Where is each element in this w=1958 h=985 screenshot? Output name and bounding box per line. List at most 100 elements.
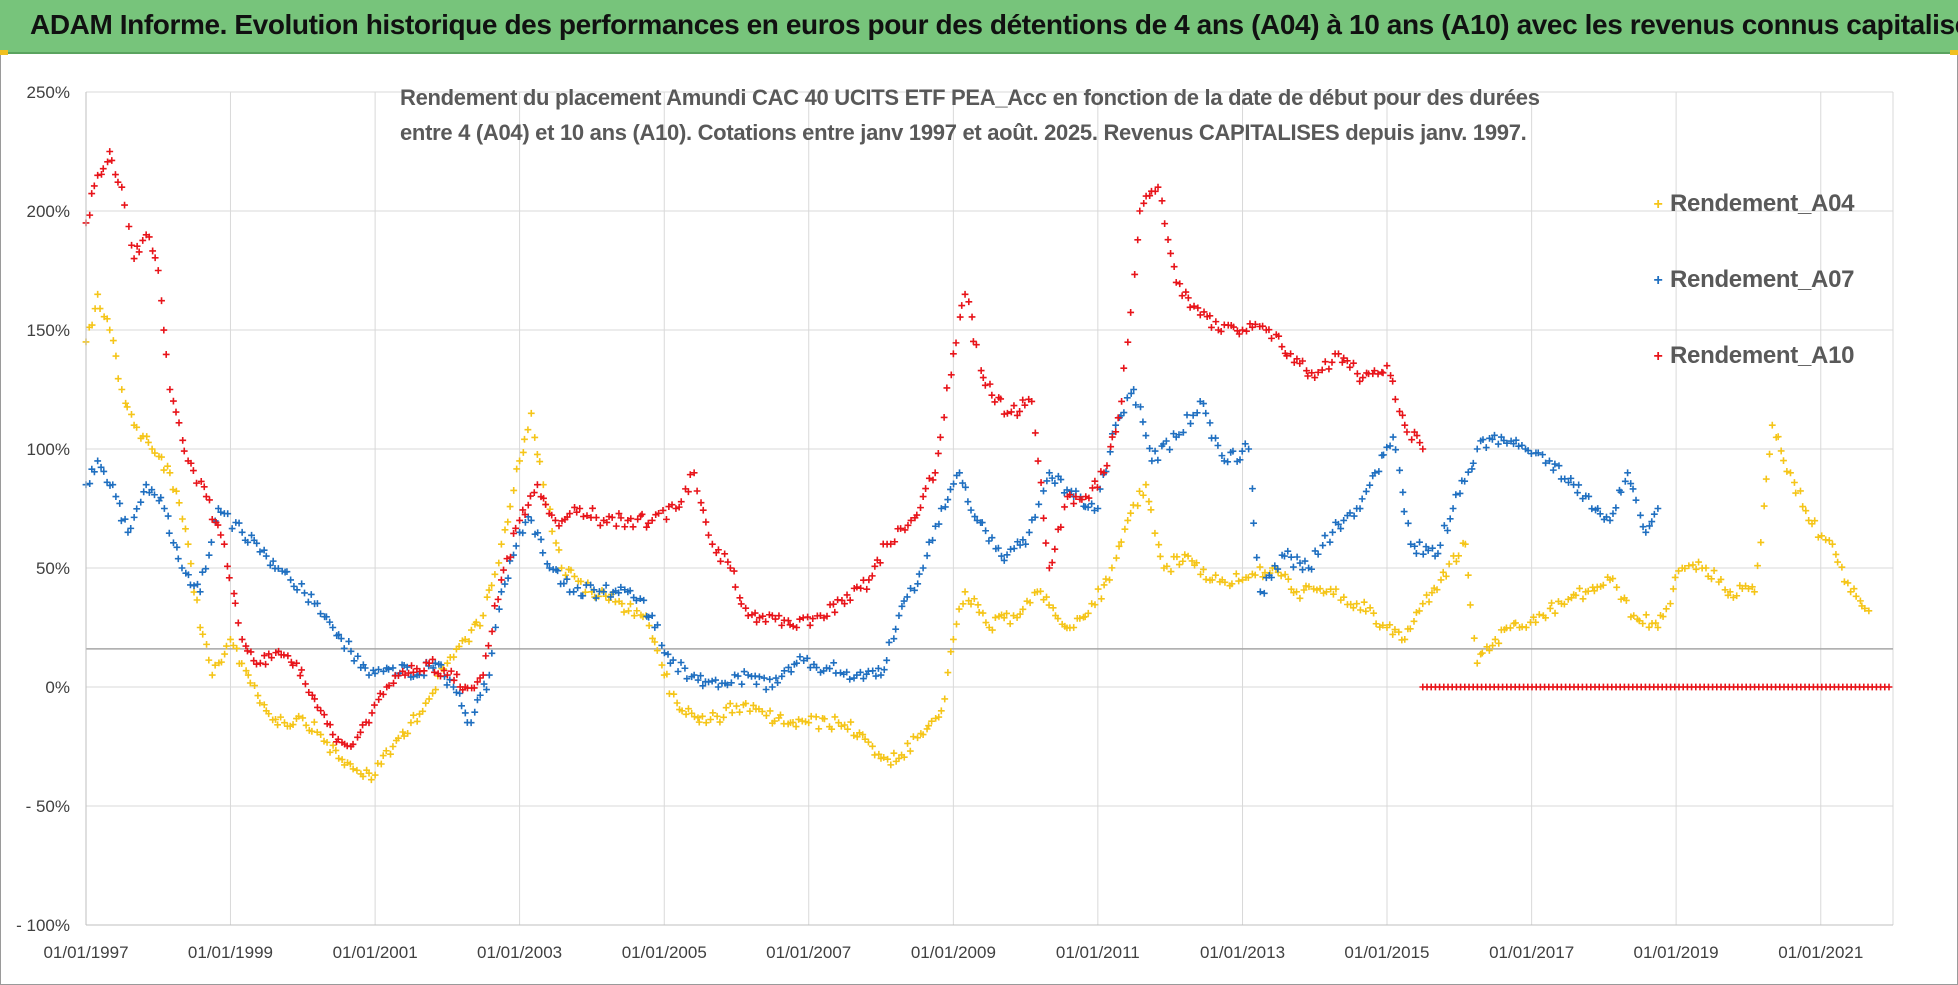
data-point: [1787, 469, 1794, 477]
data-point-fill: [1488, 435, 1496, 443]
legend-label: Rendement_A07: [1670, 266, 1855, 293]
data-point-fill: [238, 660, 246, 667]
chart-title-line-1: Rendement du placement Amundi CAC 40 UCI…: [400, 85, 1540, 110]
data-point-fill: [162, 351, 170, 358]
data-point-fill: [967, 506, 975, 514]
data-point-fill: [1167, 250, 1174, 257]
data-point-fill: [883, 656, 891, 664]
data-point-fill: [812, 713, 820, 721]
data-point-fill: [1609, 510, 1617, 517]
data-point-fill: [772, 674, 780, 682]
data-point-fill: [917, 504, 924, 512]
data-point: [196, 588, 204, 596]
data-point-fill: [1561, 475, 1569, 483]
data-point-fill: [935, 713, 943, 721]
data-point-fill: [326, 721, 334, 729]
data-point-fill: [934, 450, 942, 457]
corner-mark-right: [1950, 50, 1958, 55]
data-point: [1022, 540, 1030, 548]
data-point-fill: [1560, 600, 1568, 608]
data-point-fill: [1818, 532, 1826, 540]
data-point: [479, 671, 487, 679]
data-point-fill: [846, 675, 854, 683]
data-point-fill: [860, 675, 867, 682]
data-point-fill: [1366, 481, 1374, 489]
data-point-fill: [978, 519, 986, 526]
data-point: [148, 445, 156, 453]
data-point: [558, 564, 565, 572]
data-point-fill: [771, 717, 778, 725]
data-point-fill: [988, 391, 996, 399]
data-point: [1118, 398, 1125, 405]
data-point: [1865, 607, 1873, 615]
data-point-fill: [1290, 563, 1297, 571]
data-point-fill: [555, 522, 563, 530]
data-point-fill: [900, 597, 908, 605]
data-point-fill: [1330, 590, 1337, 598]
data-point-fill: [1037, 587, 1044, 595]
data-point-fill: [1325, 365, 1333, 373]
data-point-fill: [699, 506, 707, 514]
data-point-fill: [919, 493, 927, 500]
data-point-fill: [1300, 586, 1308, 594]
data-point-fill: [1196, 311, 1204, 319]
data-point-fill: [1692, 565, 1700, 573]
data-point-fill: [1534, 449, 1542, 457]
data-point-fill: [712, 676, 720, 684]
data-point-fill: [1186, 303, 1194, 311]
data-point-fill: [1301, 557, 1309, 565]
data-point-fill: [1834, 558, 1842, 566]
data-point-fill: [242, 667, 250, 675]
data-point-fill: [758, 708, 766, 715]
data-point-fill: [929, 476, 937, 484]
x-tick-label: 01/01/2005: [622, 943, 707, 962]
data-point-fill: [1251, 320, 1259, 328]
data-point-fill: [1464, 468, 1472, 476]
data-point-fill: [688, 709, 696, 717]
data-point-fill: [536, 458, 544, 465]
data-point-fill: [571, 504, 578, 511]
data-point-fill: [1386, 621, 1394, 629]
data-point-fill: [979, 609, 987, 617]
data-point-fill: [1007, 408, 1015, 416]
data-point-fill: [668, 501, 676, 509]
data-point-fill: [1088, 500, 1096, 508]
data-point: [329, 624, 337, 631]
data-point-fill: [1396, 466, 1404, 474]
data-point-fill: [135, 248, 143, 256]
data-point-fill: [1179, 429, 1187, 436]
data-point-fill: [737, 600, 745, 608]
data-point-fill: [359, 721, 366, 729]
data-point-fill: [1639, 523, 1647, 531]
data-point-fill: [1151, 187, 1159, 195]
data-point-fill: [437, 672, 444, 680]
data-point-fill: [268, 654, 275, 662]
data-point: [1751, 588, 1758, 596]
data-point: [1172, 279, 1180, 286]
data-point: [1112, 421, 1120, 429]
data-point-fill: [1318, 366, 1326, 374]
data-point: [1624, 469, 1632, 477]
data-point-fill: [507, 553, 514, 561]
data-point-fill: [128, 410, 135, 418]
data-point-fill: [185, 571, 192, 579]
data-point: [450, 683, 457, 691]
data-point-fill: [117, 517, 125, 525]
data-point-fill: [1379, 369, 1387, 377]
data-point-fill: [323, 738, 331, 746]
data-point-fill: [1852, 592, 1860, 600]
data-point-fill: [674, 668, 682, 675]
data-point: [497, 540, 505, 548]
data-point: [1311, 374, 1319, 381]
data-point-fill: [298, 666, 305, 674]
data-point-fill: [730, 567, 738, 575]
data-point: [1768, 421, 1776, 429]
x-tick-label: 01/01/2015: [1344, 943, 1429, 962]
data-point-fill: [390, 679, 397, 687]
data-point-fill: [1546, 605, 1554, 612]
data-point: [317, 731, 325, 738]
data-point-fill: [1622, 597, 1630, 604]
data-point-fill: [863, 585, 871, 593]
data-point-fill: [332, 747, 340, 754]
series-rendement-a10: [82, 148, 1893, 750]
